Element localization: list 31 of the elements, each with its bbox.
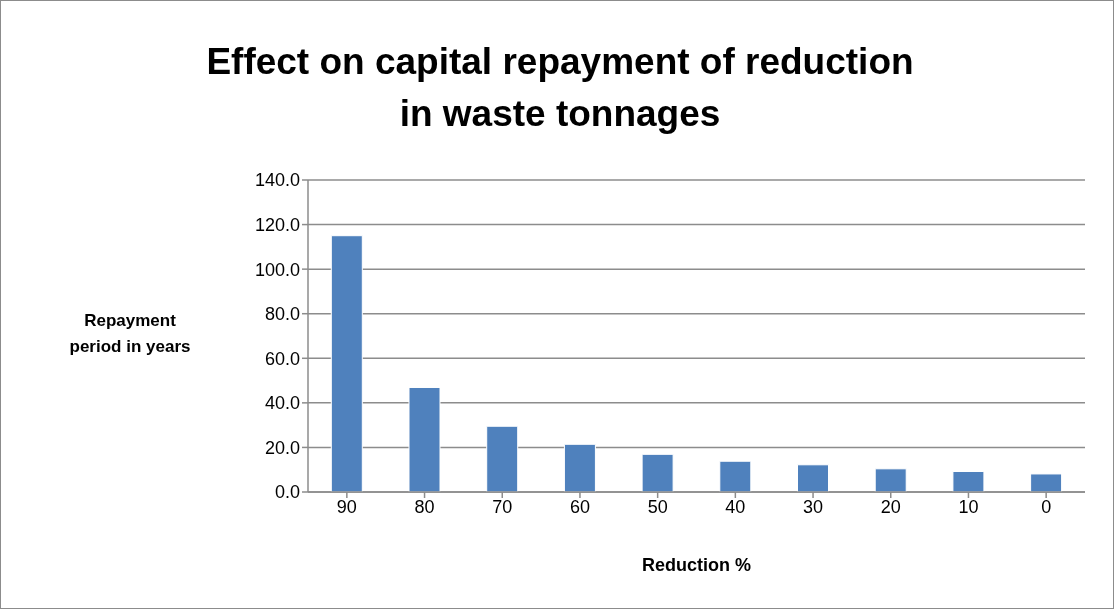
bar [952,471,985,492]
y-tick-label: 60.0 [264,348,300,369]
bar [797,464,830,492]
y-tick-label: 20.0 [264,437,300,458]
bar [408,386,441,492]
x-tick-label: 50 [647,496,668,517]
x-tick-label: 10 [958,496,979,517]
x-tick-label: 40 [725,496,746,517]
x-tick-label: 80 [414,496,435,517]
y-tick-label: 40.0 [264,393,300,414]
x-tick-label: 20 [880,496,901,517]
y-tick-label: 0.0 [274,482,300,503]
y-tick-label: 140.0 [254,170,300,191]
bar [641,453,674,492]
x-tick-label: 30 [803,496,824,517]
bar [563,443,596,492]
x-tick-label: 90 [336,496,357,517]
bar [719,460,752,492]
y-tick-label: 80.0 [264,304,300,325]
y-tick-label: 120.0 [254,214,300,235]
chart-title: Effect on capital repayment of reduction in waste tonnages [205,40,915,136]
x-axis-title: Reduction % [641,555,752,576]
x-tick-label: 0 [1041,496,1052,517]
bar [874,468,907,492]
y-axis-title: Repayment period in years [68,310,192,358]
x-tick-label: 70 [492,496,513,517]
bar [486,425,519,492]
bar [330,235,363,492]
y-tick-label: 100.0 [254,259,300,280]
x-tick-label: 60 [569,496,590,517]
bar [1030,473,1063,492]
